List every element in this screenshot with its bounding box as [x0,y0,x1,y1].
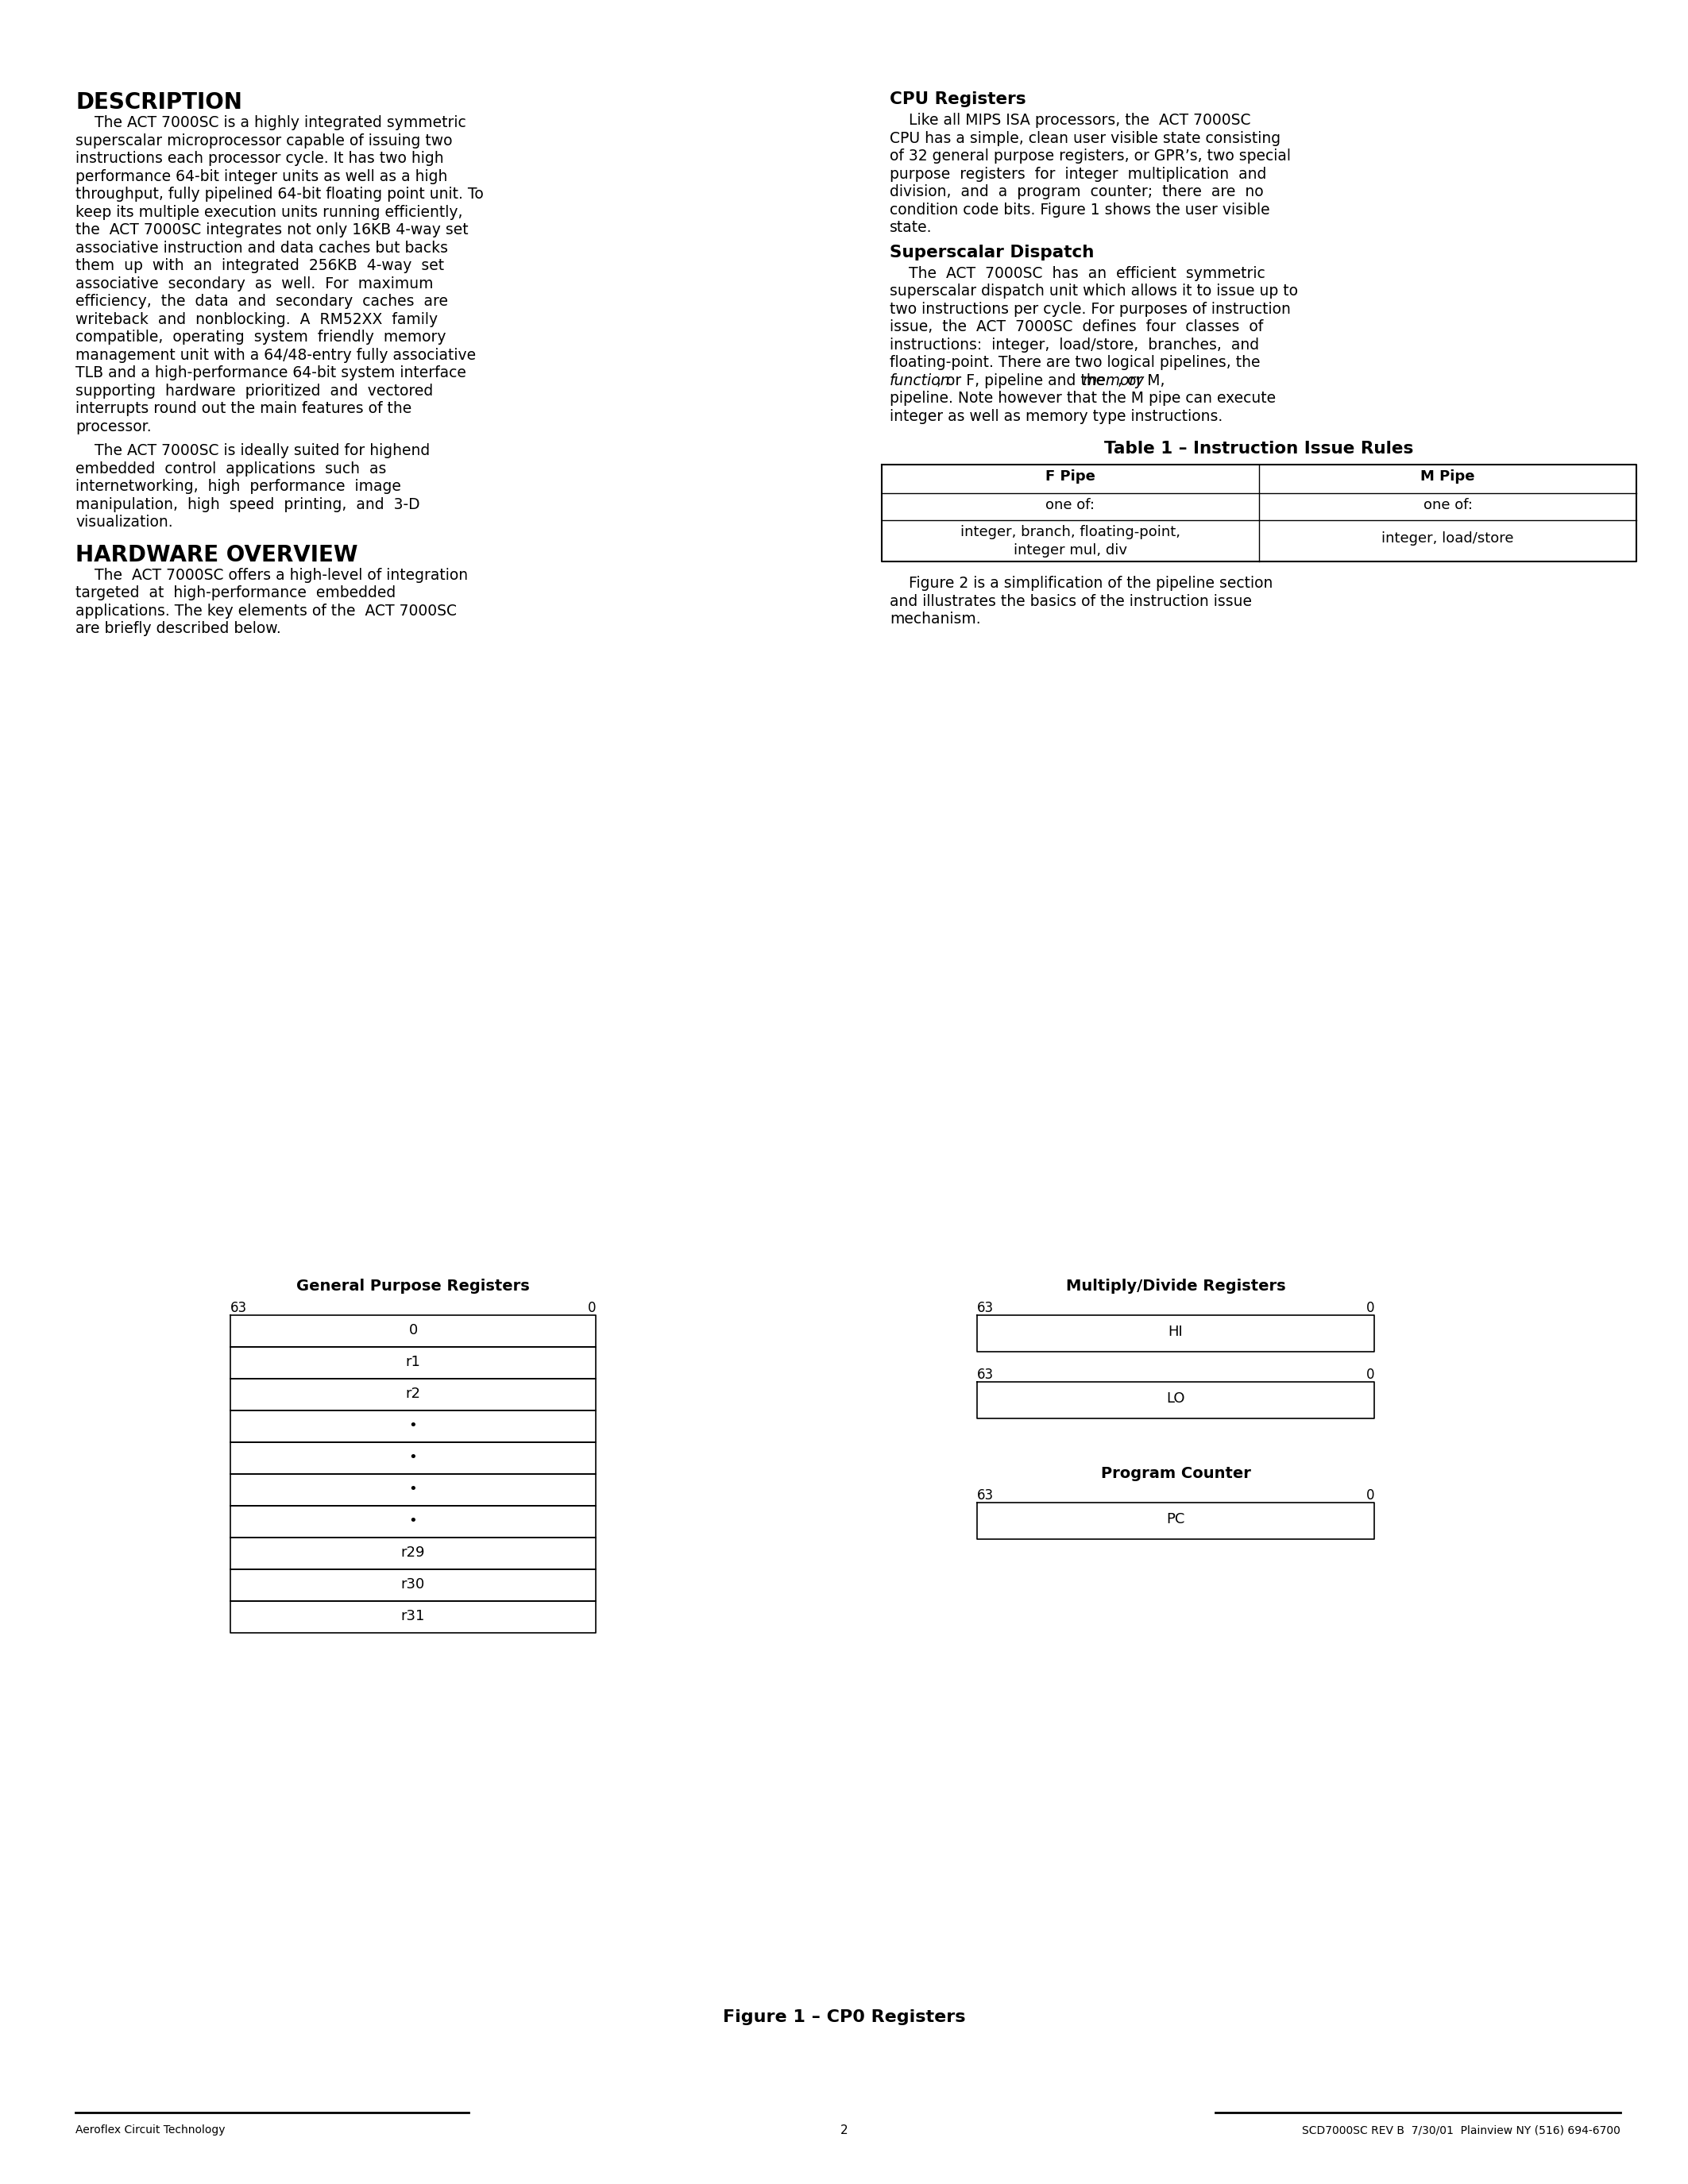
Text: keep its multiple execution units running efficiently,: keep its multiple execution units runnin… [76,205,463,221]
Text: , or F, pipeline and the: , or F, pipeline and the [937,373,1109,389]
Text: Figure 2 is a simplification of the pipeline section: Figure 2 is a simplification of the pipe… [890,577,1273,592]
Text: of 32 general purpose registers, or GPR’s, two special: of 32 general purpose registers, or GPR’… [890,149,1291,164]
Text: are briefly described below.: are briefly described below. [76,620,280,636]
Text: r2: r2 [405,1387,420,1400]
Text: integer mul, div: integer mul, div [1013,544,1128,557]
Text: r31: r31 [402,1610,425,1623]
Text: •: • [408,1483,417,1496]
Text: state.: state. [890,221,932,236]
Text: supporting  hardware  prioritized  and  vectored: supporting hardware prioritized and vect… [76,382,434,397]
Text: instructions each processor cycle. It has two high: instructions each processor cycle. It ha… [76,151,444,166]
Text: •: • [408,1514,417,1529]
Text: integer as well as memory type instructions.: integer as well as memory type instructi… [890,408,1222,424]
Text: the  ACT 7000SC integrates not only 16KB 4-way set: the ACT 7000SC integrates not only 16KB … [76,223,468,238]
Text: DESCRIPTION: DESCRIPTION [76,92,241,114]
Text: SCD7000SC REV B  7/30/01  Plainview NY (516) 694-6700: SCD7000SC REV B 7/30/01 Plainview NY (51… [1301,2125,1620,2136]
Text: mechanism.: mechanism. [890,612,981,627]
Text: 0: 0 [587,1302,596,1315]
Text: performance 64-bit integer units as well as a high: performance 64-bit integer units as well… [76,168,447,183]
Text: r30: r30 [402,1577,425,1592]
Text: General Purpose Registers: General Purpose Registers [297,1278,530,1293]
Text: PC: PC [1166,1511,1185,1527]
Text: TLB and a high-performance 64-bit system interface: TLB and a high-performance 64-bit system… [76,365,466,380]
Text: applications. The key elements of the  ACT 7000SC: applications. The key elements of the AC… [76,603,457,618]
Text: superscalar dispatch unit which allows it to issue up to: superscalar dispatch unit which allows i… [890,284,1298,299]
Text: HARDWARE OVERVIEW: HARDWARE OVERVIEW [76,544,358,566]
Text: •: • [408,1450,417,1465]
Text: instructions:  integer,  load/store,  branches,  and: instructions: integer, load/store, branc… [890,336,1259,352]
Text: r29: r29 [402,1546,425,1559]
Text: The  ACT 7000SC offers a high-level of integration: The ACT 7000SC offers a high-level of in… [76,568,468,583]
Text: memory: memory [1082,373,1144,389]
Text: purpose  registers  for  integer  multiplication  and: purpose registers for integer multiplica… [890,166,1266,181]
Text: Aeroflex Circuit Technology: Aeroflex Circuit Technology [76,2125,225,2136]
Text: , or M,: , or M, [1117,373,1165,389]
Text: associative instruction and data caches but backs: associative instruction and data caches … [76,240,447,256]
Text: them  up  with  an  integrated  256KB  4-way  set: them up with an integrated 256KB 4-way s… [76,258,444,273]
Text: The  ACT  7000SC  has  an  efficient  symmetric: The ACT 7000SC has an efficient symmetri… [890,266,1266,282]
Text: embedded  control  applications  such  as: embedded control applications such as [76,461,387,476]
Text: management unit with a 64/48-entry fully associative: management unit with a 64/48-entry fully… [76,347,476,363]
Text: integer, load/store: integer, load/store [1381,531,1514,546]
Text: Table 1 – Instruction Issue Rules: Table 1 – Instruction Issue Rules [1104,441,1415,456]
Text: 0: 0 [1366,1302,1374,1315]
Text: M Pipe: M Pipe [1421,470,1475,483]
Text: manipulation,  high  speed  printing,  and  3-D: manipulation, high speed printing, and 3… [76,496,420,511]
Text: floating-point. There are two logical pipelines, the: floating-point. There are two logical pi… [890,356,1261,369]
Text: 63: 63 [230,1302,246,1315]
Text: 63: 63 [977,1302,994,1315]
Text: 0: 0 [408,1324,417,1337]
Text: one of:: one of: [1047,498,1096,513]
Text: Superscalar Dispatch: Superscalar Dispatch [890,245,1094,260]
Text: condition code bits. Figure 1 shows the user visible: condition code bits. Figure 1 shows the … [890,203,1269,216]
Text: targeted  at  high-performance  embedded: targeted at high-performance embedded [76,585,395,601]
Text: compatible,  operating  system  friendly  memory: compatible, operating system friendly me… [76,330,446,345]
Text: r1: r1 [405,1354,420,1369]
Text: associative  secondary  as  well.  For  maximum: associative secondary as well. For maxim… [76,275,434,290]
Text: function: function [890,373,950,389]
Text: F Pipe: F Pipe [1045,470,1096,483]
Text: one of:: one of: [1423,498,1472,513]
Text: 63: 63 [977,1487,994,1503]
Text: division,  and  a  program  counter;  there  are  no: division, and a program counter; there a… [890,183,1264,199]
Text: 0: 0 [1366,1487,1374,1503]
Text: interrupts round out the main features of the: interrupts round out the main features o… [76,402,412,417]
Text: Figure 1 – CP0 Registers: Figure 1 – CP0 Registers [722,2009,966,2025]
Text: pipeline. Note however that the M pipe can execute: pipeline. Note however that the M pipe c… [890,391,1276,406]
Text: LO: LO [1166,1391,1185,1406]
Text: The ACT 7000SC is a highly integrated symmetric: The ACT 7000SC is a highly integrated sy… [76,116,466,131]
Text: 0: 0 [1366,1367,1374,1382]
Text: superscalar microprocessor capable of issuing two: superscalar microprocessor capable of is… [76,133,452,149]
Text: integer, branch, floating-point,: integer, branch, floating-point, [960,524,1180,539]
Text: 63: 63 [977,1367,994,1382]
Text: •: • [408,1417,417,1433]
Text: 2: 2 [841,2125,847,2136]
Text: The ACT 7000SC is ideally suited for highend: The ACT 7000SC is ideally suited for hig… [76,443,430,459]
Text: Program Counter: Program Counter [1101,1465,1251,1481]
Text: efficiency,  the  data  and  secondary  caches  are: efficiency, the data and secondary cache… [76,295,447,308]
Text: two instructions per cycle. For purposes of instruction: two instructions per cycle. For purposes… [890,301,1291,317]
Text: Like all MIPS ISA processors, the  ACT 7000SC: Like all MIPS ISA processors, the ACT 70… [890,114,1251,129]
Text: CPU Registers: CPU Registers [890,92,1026,107]
Text: processor.: processor. [76,419,152,435]
Text: and illustrates the basics of the instruction issue: and illustrates the basics of the instru… [890,594,1252,609]
Text: internetworking,  high  performance  image: internetworking, high performance image [76,478,402,494]
Text: issue,  the  ACT  7000SC  defines  four  classes  of: issue, the ACT 7000SC defines four class… [890,319,1263,334]
Text: writeback  and  nonblocking.  A  RM52XX  family: writeback and nonblocking. A RM52XX fami… [76,312,437,328]
Text: visualization.: visualization. [76,515,172,531]
Text: Multiply/Divide Registers: Multiply/Divide Registers [1065,1278,1286,1293]
Text: throughput, fully pipelined 64-bit floating point unit. To: throughput, fully pipelined 64-bit float… [76,186,483,201]
Text: CPU has a simple, clean user visible state consisting: CPU has a simple, clean user visible sta… [890,131,1281,146]
Text: HI: HI [1168,1326,1183,1339]
